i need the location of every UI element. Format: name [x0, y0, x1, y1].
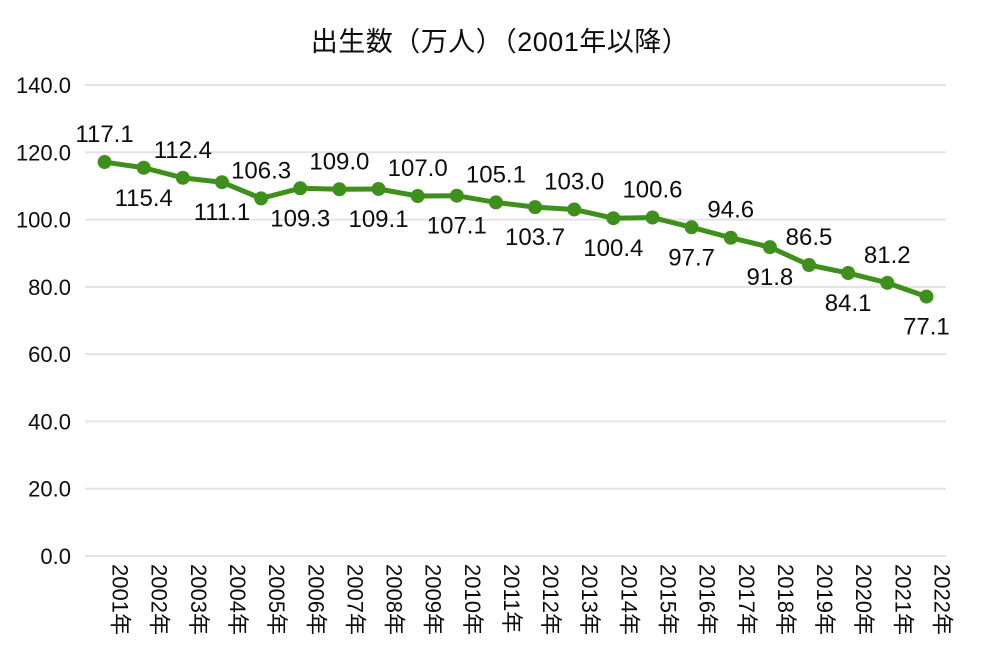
data-point-label: 107.1 [427, 213, 487, 240]
data-point-marker [723, 230, 738, 245]
x-axis-tick-label: 2006年 [303, 564, 328, 635]
data-point-marker [293, 181, 308, 196]
x-axis-tick-label: 2004年 [225, 564, 250, 635]
data-point-labels: 117.1 115.4 112.4 111.1 106.3 109.3 109.0 109.1… [75, 121, 949, 341]
y-axis-tick-labels: 0.0 20.0 40.0 60.0 80.0 100.0 120.0 140.0 [16, 73, 71, 569]
x-axis-tick-label: 2018年 [773, 564, 798, 635]
x-axis-tick-label: 2016年 [695, 564, 720, 635]
data-point-marker [214, 175, 229, 190]
x-axis-tick-label: 2019年 [812, 564, 837, 635]
gridlines [85, 84, 946, 557]
data-point-marker [449, 188, 464, 203]
x-axis-tick-label: 2013年 [577, 564, 602, 635]
x-axis-tick-label: 2022年 [929, 564, 954, 635]
x-axis-tick-label: 2002年 [147, 564, 172, 635]
y-axis-tick-label: 0.0 [40, 544, 71, 569]
data-point-marker [802, 257, 817, 272]
x-axis-tick-label: 2005年 [264, 564, 289, 635]
data-point-label: 115.4 [115, 185, 173, 212]
x-axis-tick-label: 2009年 [421, 564, 446, 635]
x-axis-tick-label: 2020年 [851, 564, 876, 635]
data-point-label: 109.1 [348, 206, 408, 233]
x-axis-tick-label: 2021年 [890, 564, 915, 635]
data-point-label: 111.1 [194, 199, 251, 226]
data-point-marker [762, 240, 777, 255]
data-point-marker [880, 275, 895, 290]
data-point-label: 86.5 [786, 224, 833, 251]
data-point-marker [919, 289, 934, 304]
data-point-marker [488, 195, 503, 210]
data-point-label: 107.0 [388, 155, 448, 182]
data-point-label: 112.4 [154, 137, 212, 164]
x-axis-tick-label: 2008年 [382, 564, 407, 635]
data-point-label: 117.1 [75, 121, 133, 148]
data-point-label: 109.3 [270, 205, 330, 232]
x-axis-tick-label: 2017年 [734, 564, 759, 635]
data-point-marker [567, 202, 582, 217]
data-point-label: 84.1 [825, 290, 872, 317]
data-point-marker [136, 160, 151, 175]
data-point-marker [254, 191, 269, 206]
x-axis-tick-labels: 2001年 2002年 2003年 2004年 2005年 2006年 2007年 2008年… [108, 564, 955, 635]
x-axis-tick-label: 2003年 [186, 564, 211, 635]
y-axis-tick-label: 60.0 [28, 342, 71, 367]
data-point-label: 103.0 [544, 168, 604, 195]
data-point-label: 77.1 [903, 314, 950, 341]
x-axis-tick-label: 2010年 [460, 564, 485, 635]
x-axis-tick-label: 2015年 [655, 564, 680, 635]
data-point-label: 100.6 [622, 177, 682, 204]
data-point-marker [371, 181, 386, 196]
y-axis-tick-label: 140.0 [16, 73, 71, 98]
x-axis-tick-label: 2007年 [342, 564, 367, 635]
data-point-marker [332, 182, 347, 197]
data-point-marker [645, 210, 660, 225]
data-point-marker [97, 155, 112, 170]
x-axis-tick-label: 2014年 [616, 564, 641, 635]
data-point-label: 94.6 [707, 197, 754, 224]
data-series-line [102, 159, 929, 300]
data-point-markers [97, 155, 934, 304]
data-point-marker [175, 170, 190, 185]
data-point-marker [684, 220, 699, 235]
y-axis-tick-label: 120.0 [16, 140, 71, 165]
data-point-label: 100.4 [583, 235, 643, 262]
series-line [102, 159, 929, 300]
y-axis-tick-label: 100.0 [16, 208, 71, 233]
data-point-marker [410, 189, 425, 204]
data-point-label: 109.0 [309, 148, 369, 175]
x-axis-tick-label: 2001年 [108, 564, 133, 635]
data-point-label: 97.7 [668, 244, 715, 271]
y-axis-tick-label: 20.0 [28, 477, 71, 502]
data-point-label: 106.3 [231, 157, 291, 184]
y-axis-tick-label: 40.0 [28, 409, 71, 434]
data-point-marker [841, 266, 856, 281]
data-point-label: 91.8 [747, 264, 794, 291]
data-point-label: 81.2 [864, 242, 911, 269]
data-point-label: 103.7 [505, 224, 565, 251]
chart-title: 出生数（万人）（2001年以降） [310, 27, 690, 57]
data-point-label: 105.1 [466, 161, 526, 188]
x-axis-tick-label: 2011年 [499, 564, 524, 633]
data-point-marker [606, 211, 621, 226]
y-axis-tick-label: 80.0 [28, 275, 71, 300]
data-point-marker [528, 200, 543, 215]
x-axis-tick-label: 2012年 [538, 564, 563, 635]
